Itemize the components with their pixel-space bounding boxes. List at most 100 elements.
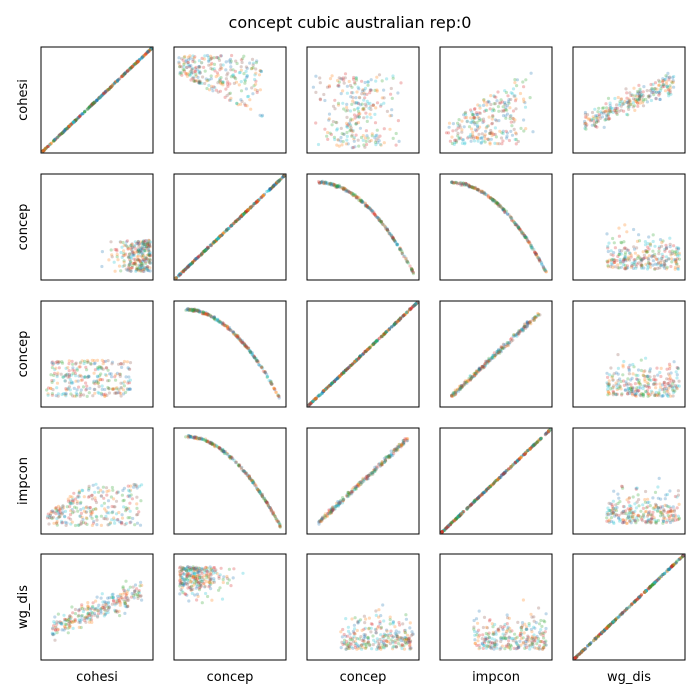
scatter-point	[54, 366, 58, 370]
scatter-point	[593, 107, 597, 111]
scatter-point	[647, 235, 651, 239]
scatter-point	[657, 252, 661, 256]
scatter-point	[223, 95, 227, 99]
scatter-point	[115, 79, 119, 83]
scatter-point	[637, 382, 641, 386]
scatter-point	[500, 109, 504, 113]
scatter-point	[241, 57, 245, 61]
scatter-point	[663, 262, 667, 266]
scatter-point	[450, 135, 454, 139]
scatter-point	[379, 103, 383, 107]
scatter-point	[122, 72, 126, 76]
scatter-point	[246, 94, 251, 98]
scatter-point	[342, 132, 346, 136]
scatter-point	[473, 107, 477, 111]
scatter-point	[376, 215, 380, 220]
scatter-point	[185, 72, 189, 76]
scatter-point	[213, 445, 217, 449]
scatter-point	[210, 86, 214, 90]
scatter-point	[103, 91, 107, 95]
scatter-point	[490, 121, 494, 125]
scatter-point	[116, 77, 120, 82]
scatter-point	[356, 357, 361, 361]
scatter-point	[149, 47, 153, 51]
scatter-point	[240, 60, 244, 65]
scatter-point	[499, 345, 503, 349]
scatter-point	[357, 110, 361, 114]
scatter-point	[257, 489, 261, 493]
scatter-point	[351, 96, 355, 100]
scatter-point	[325, 134, 329, 138]
scatter-point	[509, 114, 513, 118]
scatter-point	[377, 462, 381, 466]
scatter-point	[337, 144, 341, 148]
scatter-point	[357, 112, 361, 116]
scatter-point	[527, 241, 531, 245]
scatter-point	[102, 501, 106, 505]
scatter-point	[73, 119, 77, 123]
scatter-point	[339, 92, 343, 96]
scatter-point	[218, 89, 222, 93]
scatter-point	[327, 118, 331, 122]
scatter-point	[646, 260, 651, 265]
scatter-point	[80, 112, 84, 116]
scatter-point	[78, 365, 82, 369]
scatter-point	[103, 90, 107, 94]
scatter-point	[187, 72, 191, 77]
scatter-point	[90, 103, 94, 107]
scatter-point	[99, 488, 103, 492]
scatter-point	[137, 58, 141, 62]
panel-3-5	[572, 300, 686, 408]
scatter-point	[529, 71, 533, 75]
scatter-point	[513, 94, 517, 98]
scatter-point	[632, 86, 636, 90]
scatter-point	[615, 386, 619, 390]
scatter-point	[326, 511, 330, 515]
scatter-point	[109, 85, 113, 89]
scatter-point	[511, 87, 516, 91]
scatter-point	[78, 114, 82, 118]
scatter-point	[486, 124, 491, 128]
scatter-point	[149, 47, 153, 51]
scatter-point	[629, 253, 633, 257]
panel-4-5	[572, 427, 686, 535]
scatter-point	[94, 482, 98, 486]
scatter-point	[195, 67, 199, 72]
scatter-point	[371, 342, 375, 346]
scatter-point	[192, 79, 196, 83]
scatter-point	[625, 91, 629, 95]
scatter-point	[510, 133, 515, 137]
scatter-point	[348, 109, 353, 113]
scatter-point	[62, 129, 67, 133]
scatter-point	[182, 69, 187, 73]
scatter-point	[234, 77, 238, 81]
scatter-point	[484, 359, 488, 363]
scatter-point	[49, 141, 53, 145]
scatter-point	[364, 111, 368, 115]
scatter-point	[357, 115, 361, 119]
scatter-point	[84, 388, 88, 392]
scatter-point	[490, 109, 494, 113]
scatter-point	[658, 370, 662, 375]
scatter-point	[215, 55, 219, 60]
scatter-point	[339, 135, 343, 140]
scatter-point	[399, 81, 403, 85]
scatter-point	[203, 69, 207, 73]
scatter-point	[228, 91, 232, 95]
scatter-point	[92, 100, 96, 104]
scatter-point	[84, 365, 88, 369]
scatter-point	[522, 99, 526, 104]
scatter-point	[484, 126, 488, 130]
scatter-point	[103, 392, 107, 396]
scatter-point	[117, 510, 121, 515]
scatter-point	[354, 78, 359, 82]
scatter-point	[513, 137, 517, 142]
scatter-point	[99, 494, 103, 498]
scatter-point	[267, 379, 271, 383]
scatter-point	[104, 89, 108, 93]
scatter-point	[644, 356, 648, 360]
scatter-point	[641, 387, 645, 391]
scatter-point	[350, 129, 354, 133]
scatter-point	[409, 306, 413, 310]
scatter-point	[221, 81, 225, 85]
